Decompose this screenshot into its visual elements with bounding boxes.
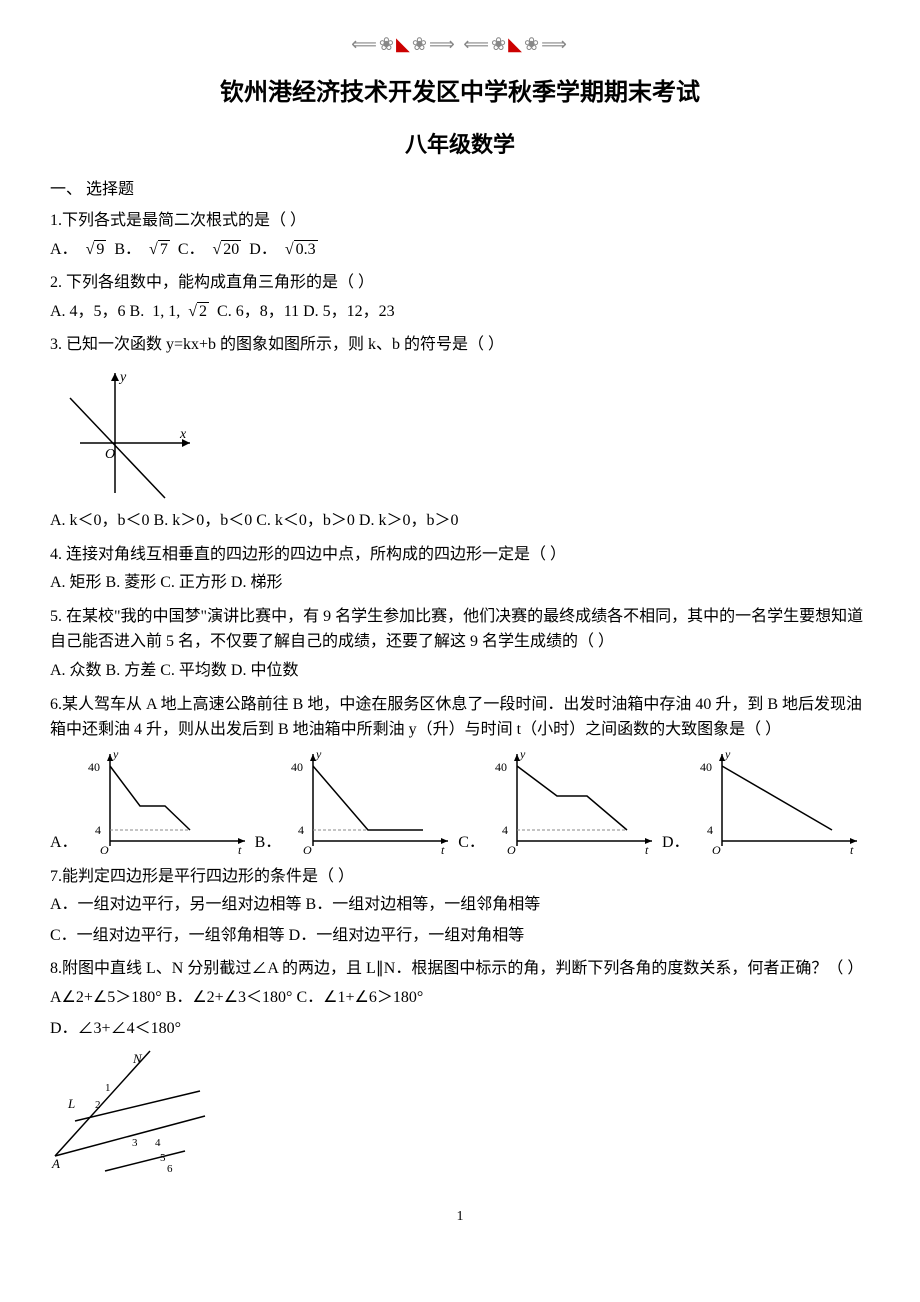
question-2: 2. 下列各组数中，能构成直角三角形的是（ ） A. 4，5，6 B. 1, 1… [50,270,870,324]
q6-labelD: D． [662,830,690,856]
q2-optB-prefix: 1, 1, [152,299,180,325]
q3-options: A. k＜0，b＜0 B. k＞0，b＜0 C. k＜0，b＞0 D. k＞0，… [50,508,870,534]
svg-text:40: 40 [88,760,100,774]
q2-options: A. 4，5，6 B. 1, 1, 2 C. 6，8，11 D. 5，12，23 [50,299,870,325]
svg-text:3: 3 [132,1137,138,1149]
q8-optD: D．∠3+∠4＜180° [50,1016,870,1042]
svg-text:40: 40 [700,760,712,774]
q3-origin-label: O [105,447,115,462]
svg-text:40: 40 [291,760,303,774]
q1-optD-sqrt: 0.3 [285,237,318,263]
q7-optA: A．一组对边平行，另一组对边相等 B．一组对边相等，一组邻角相等 [50,892,870,918]
q6-chartD: D． 40 4 y t O [662,746,867,856]
svg-text:y: y [112,747,119,761]
q1-options: A． 9 B． 7 C． 20 D． 0.3 [50,237,870,263]
q1-optA-sqrt: 9 [86,237,107,263]
q5-options: A. 众数 B. 方差 C. 平均数 D. 中位数 [50,658,870,684]
svg-text:O: O [100,843,109,856]
q1-optA-label: A． [50,237,78,263]
q1-optB-sqrt: 7 [149,237,170,263]
q4-text: 4. 连接对角线互相垂直的四边形的四边中点，所构成的四边形一定是（ ） [50,542,870,568]
svg-text:5: 5 [160,1152,166,1164]
ornament-left: ⟸❀◣❀⟹ ⟸❀◣❀⟹ [351,30,569,59]
svg-text:y: y [315,747,322,761]
question-7: 7.能判定四边形是平行四边形的条件是（ ） A．一组对边平行，另一组对边相等 B… [50,864,870,949]
q2-optC: C. 6，8，11 D. 5，12，23 [217,299,395,325]
q6-labelA: A． [50,830,78,856]
page-number: 1 [50,1206,870,1228]
svg-text:O: O [303,843,312,856]
q1-optD-label: D． [249,237,277,263]
q2-text: 2. 下列各组数中，能构成直角三角形的是（ ） [50,270,870,296]
svg-text:t: t [238,843,242,856]
svg-text:4: 4 [707,823,713,837]
svg-text:y: y [519,747,526,761]
q7-text: 7.能判定四边形是平行四边形的条件是（ ） [50,864,870,890]
svg-text:A: A [51,1156,60,1171]
question-3: 3. 已知一次函数 y=kx+b 的图象如图所示，则 k、b 的符号是（ ） y… [50,332,870,533]
q6-chartA: A． 40 4 y t O [50,746,255,856]
svg-text:t: t [441,843,445,856]
svg-text:1: 1 [105,1082,111,1094]
main-title: 钦州港经济技术开发区中学秋季学期期末考试 [50,74,870,112]
svg-text:40: 40 [495,760,507,774]
question-5: 5. 在某校"我的中国梦"演讲比赛中，有 9 名学生参加比赛，他们决赛的最终成绩… [50,604,870,684]
q8-options: A∠2+∠5＞180° B．∠2+∠3＜180° C．∠1+∠6＞180° [50,985,870,1011]
decorative-header: ⟸❀◣❀⟹ ⟸❀◣❀⟹ [50,30,870,59]
svg-text:t: t [645,843,649,856]
question-1: 1.下列各式是最简二次根式的是（ ） A． 9 B． 7 C． 20 D． 0.… [50,208,870,262]
q6-chartB: B． 40 4 y t O [255,746,459,856]
q8-chart: N L A 1 2 3 4 5 6 [50,1046,220,1176]
q8-text: 8.附图中直线 L、N 分别截过∠A 的两边，且 L∥N．根据图中标示的角，判断… [50,956,870,982]
q3-chart: y x O [50,363,210,503]
svg-text:4: 4 [155,1137,161,1149]
q1-optB-label: B． [114,237,141,263]
question-6: 6.某人驾车从 A 地上高速公路前往 B 地，中途在服务区休息了一段时间．出发时… [50,692,870,856]
svg-text:y: y [724,747,731,761]
question-8: 8.附图中直线 L、N 分别截过∠A 的两边，且 L∥N．根据图中标示的角，判断… [50,956,870,1176]
q7-optB: C．一组对边平行，一组邻角相等 D．一组对边平行，一组对角相等 [50,923,870,949]
q1-optC-sqrt: 20 [213,237,242,263]
svg-text:4: 4 [95,823,101,837]
svg-text:2: 2 [95,1099,101,1111]
q6-labelB: B． [255,830,282,856]
svg-text:O: O [712,843,721,856]
q6-charts: A． 40 4 y t O B． 40 [50,746,870,856]
q3-y-label: y [118,370,127,385]
q4-options: A. 矩形 B. 菱形 C. 正方形 D. 梯形 [50,570,870,596]
q3-text: 3. 已知一次函数 y=kx+b 的图象如图所示，则 k、b 的符号是（ ） [50,332,870,358]
q5-text: 5. 在某校"我的中国梦"演讲比赛中，有 9 名学生参加比赛，他们决赛的最终成绩… [50,604,870,655]
svg-text:L: L [67,1096,75,1111]
q3-x-label: x [179,427,187,442]
q1-text: 1.下列各式是最简二次根式的是（ ） [50,208,870,234]
q6-text: 6.某人驾车从 A 地上高速公路前往 B 地，中途在服务区休息了一段时间．出发时… [50,692,870,743]
svg-text:t: t [850,843,854,856]
subtitle: 八年级数学 [50,127,870,162]
svg-text:4: 4 [298,823,304,837]
q2-optA: A. 4，5，6 B. [50,299,144,325]
svg-text:6: 6 [167,1163,173,1175]
svg-text:N: N [132,1051,143,1066]
question-4: 4. 连接对角线互相垂直的四边形的四边中点，所构成的四边形一定是（ ） A. 矩… [50,542,870,596]
q6-chartC: C． 40 4 y t O [458,746,662,856]
q6-labelC: C． [458,830,485,856]
svg-text:4: 4 [502,823,508,837]
svg-text:O: O [507,843,516,856]
q2-optB-sqrt: 2 [188,299,209,325]
q1-optC-label: C． [178,237,205,263]
section-title: 一、 选择题 [50,177,870,203]
